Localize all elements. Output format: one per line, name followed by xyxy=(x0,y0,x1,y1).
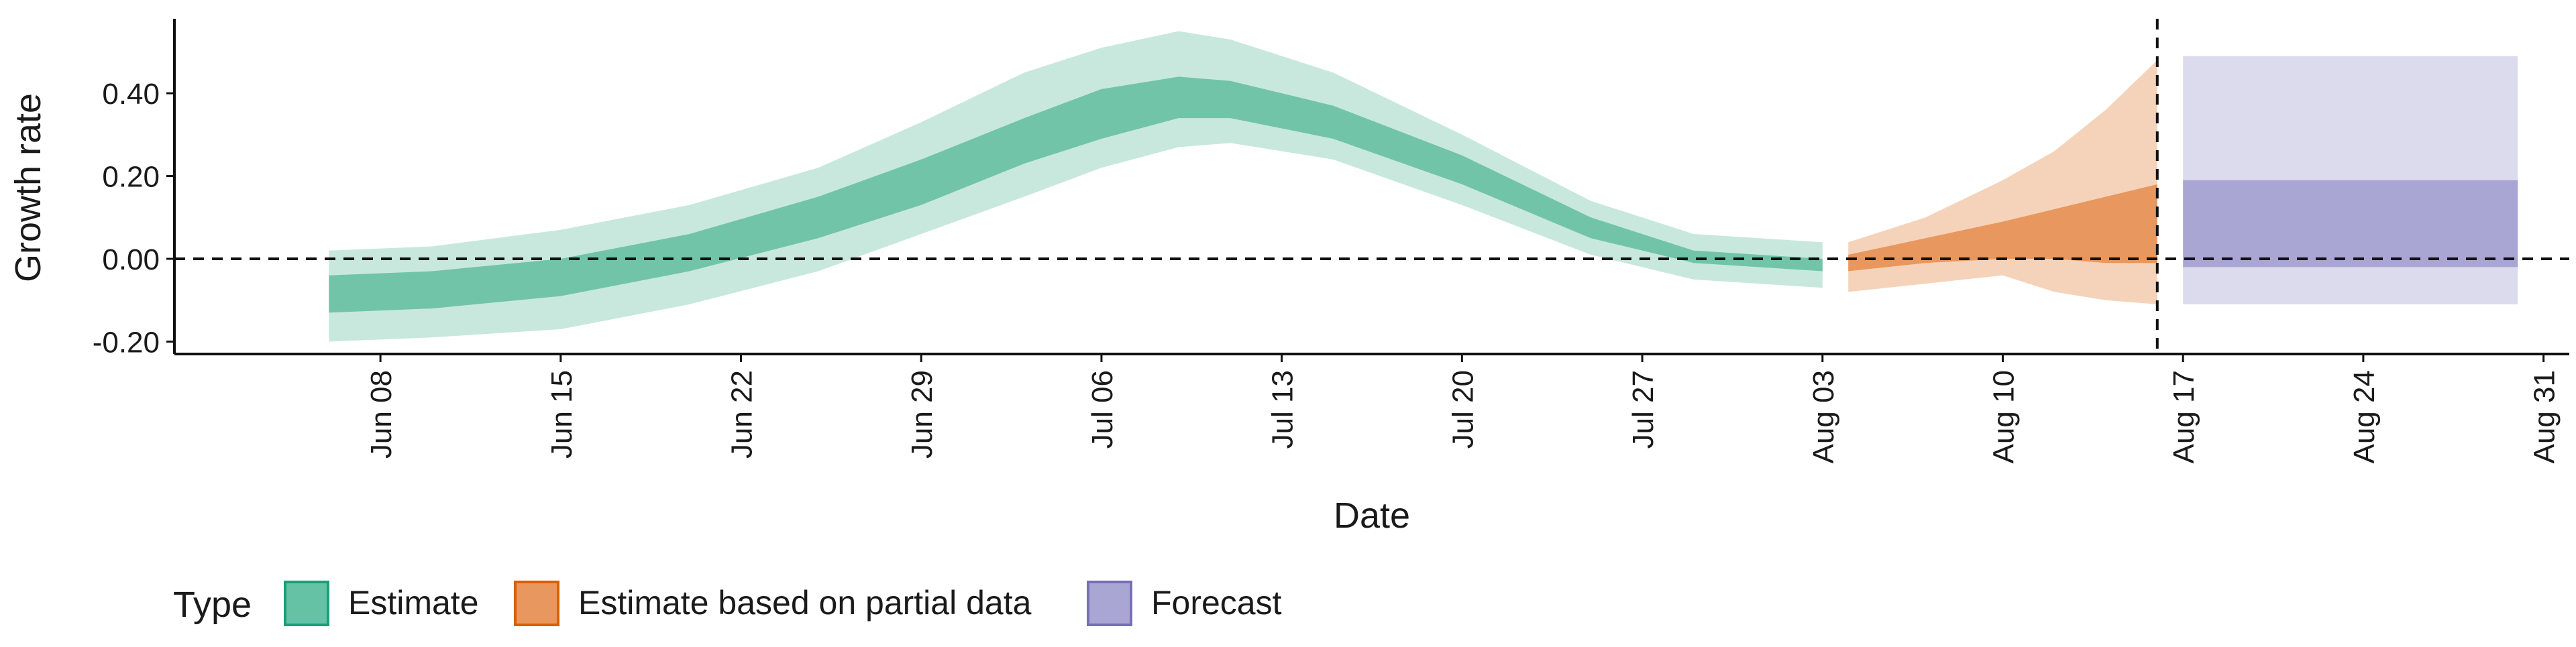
legend-label: Estimate based on partial data xyxy=(578,584,1032,622)
legend-key xyxy=(284,581,329,626)
series-1-inner-band xyxy=(329,76,1823,313)
x-axis-title: Date xyxy=(1334,495,1410,536)
axes: -0.20 0.00 0.20 0.40 Jun 08 Jun 15 Jun 22 Jun 2… xyxy=(93,19,2569,463)
legend-label: Estimate xyxy=(348,584,479,622)
y-tick-label: 0.40 xyxy=(102,78,160,111)
series-2 xyxy=(1848,60,2157,304)
y-tick-label: 0.00 xyxy=(102,243,160,276)
series-2-inner-band xyxy=(1848,184,2157,272)
legend-key xyxy=(514,581,559,626)
y-axis-title: Growth rate xyxy=(8,93,48,282)
x-tick-label: Aug 03 xyxy=(1807,370,1840,463)
x-tick-label: Jun 29 xyxy=(906,370,938,459)
legend-item-3: Forecast xyxy=(1087,581,1282,626)
series-3 xyxy=(2183,56,2518,304)
legend-key xyxy=(1087,581,1132,626)
x-tick-label: Jun 22 xyxy=(726,370,759,459)
x-tick-label: Aug 31 xyxy=(2528,370,2561,463)
legend-label: Forecast xyxy=(1151,584,1282,622)
y-tick-label: -0.20 xyxy=(93,326,160,359)
x-tick-label: Jun 08 xyxy=(365,370,398,459)
series-1 xyxy=(329,31,1823,342)
x-tick-label: Jul 06 xyxy=(1086,370,1119,449)
x-tick-label: Aug 10 xyxy=(1988,370,2021,463)
legend-item-1: Estimate xyxy=(284,581,479,626)
bands-layer xyxy=(329,31,2518,342)
legend: Type Estimate Estimate based on partial d… xyxy=(173,581,1282,626)
series-3-inner-band xyxy=(2183,180,2518,268)
series-2-outer-band xyxy=(1848,60,2157,304)
x-tick-label: Aug 24 xyxy=(2348,370,2381,463)
legend-title: Type xyxy=(173,585,252,625)
reference-lines xyxy=(174,19,2569,354)
legend-item-2: Estimate based on partial data xyxy=(514,581,1032,626)
x-tick-label: Jul 27 xyxy=(1627,370,1660,449)
x-tick-label: Jun 15 xyxy=(545,370,578,459)
x-tick-label: Jul 13 xyxy=(1267,370,1299,449)
y-tick-label: 0.20 xyxy=(102,161,160,194)
x-tick-label: Jul 20 xyxy=(1446,370,1479,449)
x-tick-label: Aug 17 xyxy=(2167,370,2200,463)
